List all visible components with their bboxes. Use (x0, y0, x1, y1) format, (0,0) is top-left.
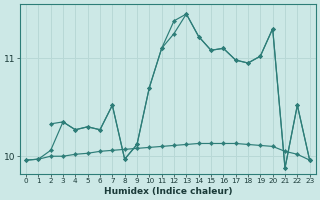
X-axis label: Humidex (Indice chaleur): Humidex (Indice chaleur) (104, 187, 232, 196)
